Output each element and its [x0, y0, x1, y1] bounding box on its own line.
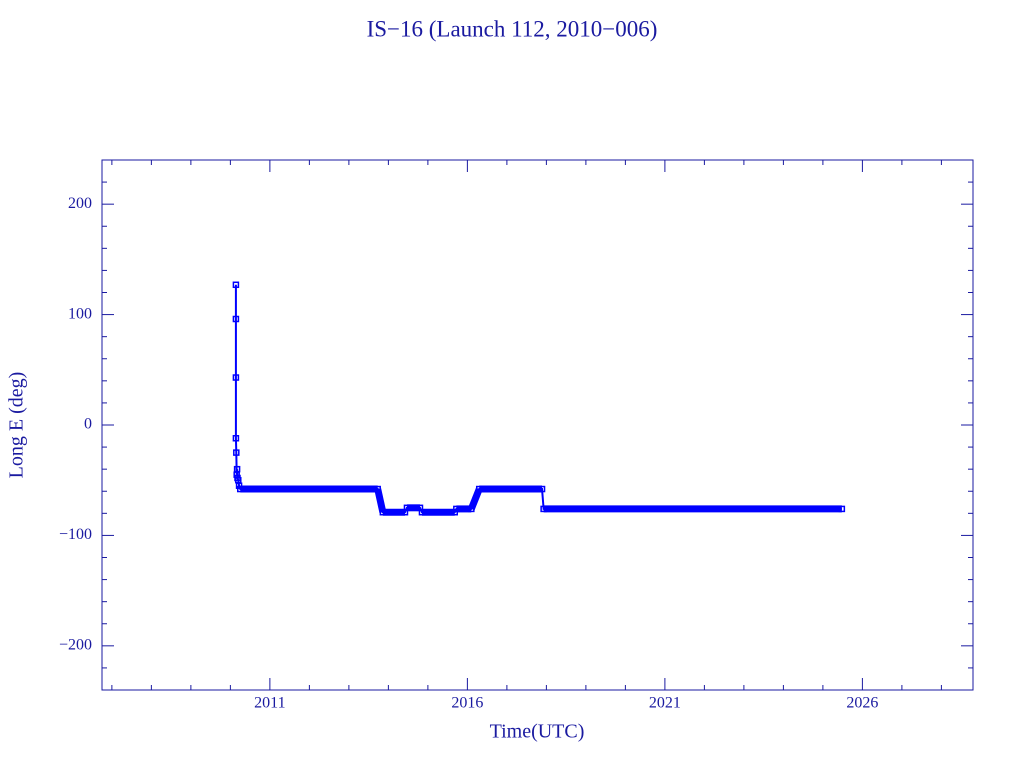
- y-tick-label: 100: [68, 305, 92, 322]
- data-point: [237, 485, 244, 493]
- y-axis-label: Long E (deg): [6, 372, 28, 479]
- data-point: [453, 505, 460, 513]
- data-point: [374, 485, 381, 493]
- data-point: [235, 482, 243, 489]
- x-tick-label: 2016: [451, 695, 483, 712]
- data-point: [475, 485, 483, 493]
- data-point: [232, 374, 240, 381]
- data-line: [234, 284, 842, 514]
- data-point: [232, 281, 240, 289]
- x-tick-label: 2011: [254, 695, 285, 712]
- data-point: [233, 449, 240, 456]
- plot-frame: [101, 159, 974, 691]
- x-axis-label: Time(UTC): [490, 721, 585, 743]
- data-point: [538, 485, 546, 493]
- y-tick-label: 0: [84, 416, 92, 433]
- data-point: [468, 505, 475, 513]
- data-point: [418, 508, 426, 516]
- data-point: [838, 505, 846, 513]
- data-band: [374, 488, 387, 513]
- chart-title: IS−16 (Launch 112, 2010−006): [367, 16, 658, 41]
- y-tick-label: −200: [59, 637, 92, 654]
- x-tick-label: 2021: [649, 695, 681, 712]
- data-point: [232, 315, 240, 323]
- data-band: [468, 487, 483, 511]
- data-point: [379, 508, 387, 516]
- x-tick-label: 2026: [846, 695, 878, 712]
- data-point: [403, 504, 411, 512]
- data-point: [232, 435, 240, 442]
- data-point: [451, 508, 458, 516]
- y-tick-label: −100: [59, 526, 92, 543]
- data-point: [540, 505, 547, 513]
- data-point: [233, 465, 241, 473]
- y-tick-label: 200: [68, 195, 92, 212]
